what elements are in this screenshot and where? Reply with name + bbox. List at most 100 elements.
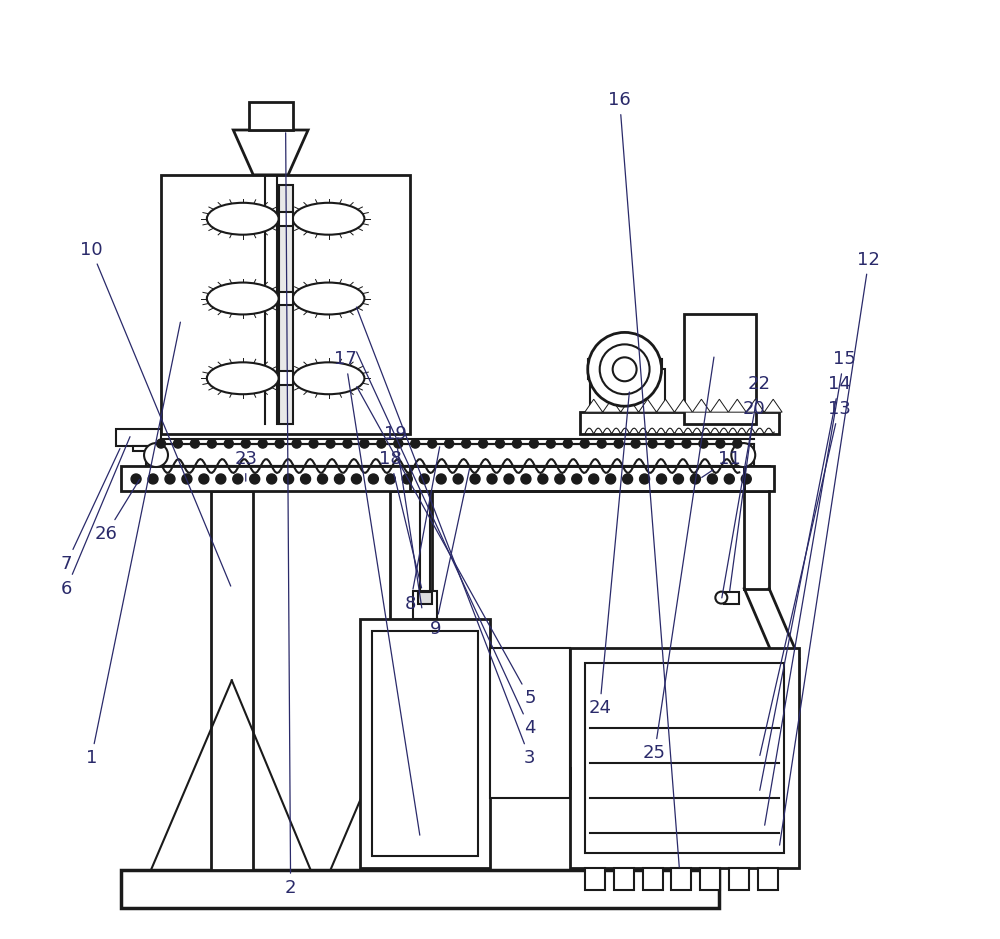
Circle shape: [402, 474, 412, 484]
Bar: [490, 649, 570, 798]
Ellipse shape: [293, 283, 364, 315]
Circle shape: [377, 439, 386, 448]
Ellipse shape: [207, 362, 279, 394]
Polygon shape: [585, 399, 603, 412]
Text: 11: 11: [702, 450, 741, 477]
Circle shape: [733, 439, 742, 448]
Bar: [744, 466, 774, 491]
Bar: [360, 619, 490, 868]
Circle shape: [741, 474, 751, 484]
Text: 9: 9: [429, 469, 470, 638]
Text: 1: 1: [86, 322, 180, 767]
Circle shape: [614, 439, 623, 448]
Circle shape: [241, 439, 250, 448]
Circle shape: [275, 439, 284, 448]
Circle shape: [360, 439, 369, 448]
Bar: [133, 446, 147, 451]
Circle shape: [731, 443, 755, 467]
Circle shape: [318, 474, 328, 484]
Circle shape: [309, 439, 318, 448]
Circle shape: [606, 474, 616, 484]
Circle shape: [470, 474, 480, 484]
Text: 14: 14: [760, 376, 850, 791]
Ellipse shape: [207, 203, 279, 235]
Ellipse shape: [207, 283, 279, 315]
Bar: [671, 868, 691, 890]
Circle shape: [267, 474, 277, 484]
Polygon shape: [746, 399, 764, 412]
Circle shape: [699, 439, 708, 448]
Text: 15: 15: [765, 350, 855, 825]
Text: 18: 18: [379, 450, 422, 588]
Circle shape: [512, 439, 521, 448]
Text: 5: 5: [357, 387, 536, 707]
Circle shape: [716, 439, 725, 448]
Text: 23: 23: [234, 450, 257, 481]
Polygon shape: [657, 399, 674, 412]
Circle shape: [479, 439, 488, 448]
Circle shape: [173, 439, 182, 448]
Bar: [758, 868, 778, 890]
Ellipse shape: [293, 203, 364, 235]
Circle shape: [148, 474, 158, 484]
Circle shape: [682, 439, 691, 448]
Circle shape: [589, 474, 599, 484]
Circle shape: [428, 439, 437, 448]
Polygon shape: [639, 399, 657, 412]
Bar: [390, 491, 432, 870]
Circle shape: [613, 358, 637, 381]
Text: 3: 3: [356, 307, 536, 767]
Circle shape: [529, 439, 538, 448]
Circle shape: [555, 474, 565, 484]
Bar: [684, 315, 756, 424]
Circle shape: [351, 474, 361, 484]
Circle shape: [233, 474, 243, 484]
Circle shape: [131, 474, 141, 484]
Circle shape: [640, 474, 650, 484]
Circle shape: [580, 439, 589, 448]
Polygon shape: [710, 399, 728, 412]
Polygon shape: [674, 399, 692, 412]
Circle shape: [436, 474, 446, 484]
Bar: [540, 750, 570, 766]
Text: 6: 6: [61, 437, 130, 597]
Circle shape: [487, 474, 497, 484]
Circle shape: [623, 474, 633, 484]
Text: 26: 26: [95, 479, 140, 543]
Bar: [279, 212, 293, 225]
Circle shape: [190, 439, 199, 448]
Text: 19: 19: [384, 425, 422, 608]
Circle shape: [445, 439, 454, 448]
Bar: [590, 369, 665, 412]
Circle shape: [165, 474, 175, 484]
Text: 16: 16: [608, 91, 679, 867]
Bar: [249, 102, 293, 130]
Circle shape: [521, 474, 531, 484]
Bar: [729, 868, 749, 890]
Circle shape: [563, 439, 572, 448]
Text: 13: 13: [760, 400, 850, 756]
Bar: [372, 630, 478, 855]
Text: 22: 22: [722, 376, 771, 598]
Bar: [643, 868, 663, 890]
Bar: [121, 466, 769, 491]
Ellipse shape: [293, 362, 364, 394]
Bar: [211, 491, 253, 870]
Circle shape: [292, 439, 301, 448]
Circle shape: [284, 474, 294, 484]
Circle shape: [538, 474, 548, 484]
Circle shape: [385, 474, 395, 484]
Circle shape: [546, 439, 555, 448]
Bar: [570, 649, 799, 868]
Bar: [279, 185, 293, 424]
Circle shape: [657, 474, 667, 484]
Circle shape: [144, 443, 168, 467]
Circle shape: [597, 439, 606, 448]
Bar: [585, 868, 605, 890]
Bar: [116, 429, 161, 446]
Circle shape: [600, 345, 650, 394]
Text: 7: 7: [61, 449, 120, 573]
Polygon shape: [603, 399, 621, 412]
Circle shape: [334, 474, 344, 484]
Circle shape: [673, 474, 683, 484]
